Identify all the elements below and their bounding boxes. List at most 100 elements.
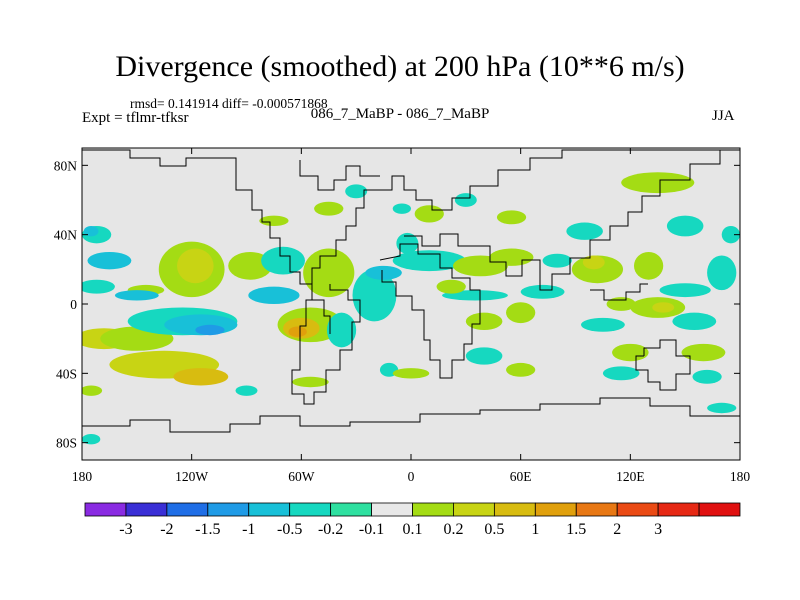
field-region-49	[392, 368, 430, 379]
field-region-54	[496, 210, 527, 225]
colorbar: -3 -2 -1.5 -1 -0.5 -0.2 -0.1 0.1 0.2 0.5 1 1.5 2 3	[84, 502, 741, 538]
divergence-field	[82, 172, 740, 445]
colorbar-label-4: -0.5	[277, 521, 302, 538]
field-region-48	[506, 362, 536, 377]
field-region-24	[392, 250, 466, 272]
colorbar-label-9: 0.5	[484, 521, 504, 538]
field-region-55	[414, 205, 444, 223]
x-tick-label-1: 120W	[175, 469, 208, 484]
field-region-15	[261, 246, 305, 275]
field-region-29	[465, 312, 503, 331]
field-region-50	[621, 172, 695, 194]
field-region-14	[195, 324, 225, 336]
field-region-42	[672, 312, 717, 331]
colorbar-box-12	[575, 502, 618, 517]
coastline-layer	[82, 149, 740, 433]
field-region-34	[582, 255, 605, 270]
x-tick-label-0: 180	[72, 469, 93, 484]
field-region-22	[365, 265, 402, 280]
field-region-37	[707, 255, 737, 291]
colorbar-label-6: -0.1	[359, 521, 384, 538]
coastline-north-america	[82, 149, 384, 285]
colorbar-label-3: -1	[242, 521, 255, 538]
field-region-64	[707, 402, 737, 414]
colorbar-label-12: 2	[613, 521, 621, 538]
rmsd-diff-stats: rmsd= 0.141914 diff= -0.000571868	[130, 96, 328, 111]
colorbar-box-7	[371, 502, 413, 517]
field-region-8	[228, 252, 273, 280]
colorbar-box-4	[248, 502, 291, 517]
coastline-antarctica	[82, 397, 740, 433]
field-region-31	[520, 284, 565, 299]
field-region-67	[235, 385, 258, 396]
colorbar-label-8: 0.2	[443, 521, 463, 538]
colorbar-label-7: 0.1	[403, 521, 423, 538]
field-region-47	[465, 347, 503, 365]
field-region-27	[489, 248, 534, 266]
axis-ticks: 180 120W 60W 0 60E 120E 180 80N 40N 0 40S 80S	[54, 148, 751, 484]
field-region-36	[659, 283, 711, 298]
field-region-56	[392, 203, 411, 214]
field-region-66	[292, 376, 329, 388]
field-region-1	[82, 279, 115, 294]
colorbar-label-10: 1	[531, 521, 539, 538]
colorbar-box-0	[84, 502, 127, 517]
experiment-label: Expt = tflmr-tfksr	[82, 110, 189, 126]
colorbar-box-13	[616, 502, 659, 517]
coastline-europe	[384, 149, 740, 211]
field-region-52	[566, 222, 603, 240]
field-region-19	[288, 326, 307, 337]
coastline-andes	[312, 299, 331, 334]
field-region-38	[606, 297, 636, 311]
colorbar-label-1: -2	[160, 521, 173, 538]
colorbar-label-13: 3	[654, 521, 662, 538]
x-tick-label-4: 60E	[510, 469, 532, 484]
coastline-australia	[635, 339, 691, 391]
field-region-40	[652, 302, 675, 313]
season-label: JJA	[712, 108, 735, 124]
x-tick-label-5: 120E	[616, 469, 645, 484]
coastline-mediterranean	[404, 233, 472, 247]
field-region-23	[396, 232, 419, 254]
field-region-44	[681, 343, 726, 362]
field-region-41	[580, 317, 625, 332]
coastline-southeast-asia	[590, 283, 648, 301]
colorbar-label-0: -3	[119, 521, 132, 538]
field-region-63	[82, 385, 103, 396]
x-tick-label-6: 180	[730, 469, 751, 484]
field-region-35	[633, 252, 664, 280]
field-region-16	[303, 248, 355, 298]
colorbar-box-8	[412, 502, 454, 517]
colorbar-box-2	[166, 502, 209, 517]
colorbar-box-6	[330, 502, 372, 517]
field-region-30	[506, 302, 536, 324]
field-region-43	[612, 343, 649, 362]
plot-frame	[81, 147, 741, 461]
field-region-62	[721, 226, 740, 244]
colorbar-label-11: 1.5	[566, 521, 586, 538]
field-region-10	[114, 290, 159, 301]
field-region-51	[666, 215, 704, 237]
colorbar-box-1	[125, 502, 168, 517]
field-region-5	[173, 368, 229, 386]
field-region-57	[345, 184, 368, 199]
field-region-7	[177, 248, 214, 284]
case-label: 086_7_MaBP - 086_7_MaBP	[310, 106, 490, 122]
field-region-59	[259, 215, 289, 226]
field-region-58	[314, 201, 344, 216]
colorbar-box-11	[534, 502, 577, 517]
field-region-11	[248, 286, 300, 305]
field-region-61	[83, 226, 99, 237]
x-tick-label-3: 0	[408, 469, 415, 484]
field-region-32	[542, 253, 572, 268]
field-region-0	[87, 251, 132, 270]
field-region-28	[442, 290, 508, 301]
y-tick-label-0: 80N	[54, 158, 78, 173]
coastline-africa	[379, 243, 481, 379]
colorbar-box-15	[698, 502, 741, 517]
colorbar-label-5: -0.2	[318, 521, 343, 538]
field-region-65	[82, 434, 101, 445]
y-tick-label-1: 40N	[54, 228, 78, 243]
field-region-68	[436, 279, 466, 294]
